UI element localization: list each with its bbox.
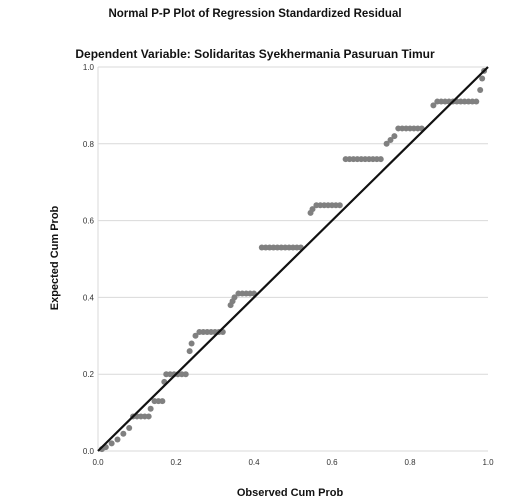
data-point [182,371,189,378]
data-point [147,405,154,412]
data-point [114,436,121,443]
data-point [145,413,152,420]
data-point [479,75,486,82]
data-point [188,340,195,347]
data-point [126,424,133,431]
data-point [120,430,127,437]
x-tick-label: 0.8 [404,458,416,467]
data-point [336,202,343,209]
x-tick-label: 0.2 [170,458,182,467]
y-tick-label: 0.8 [83,140,95,149]
y-tick-label: 0.4 [83,293,95,302]
x-tick-label: 0.6 [326,458,338,467]
data-point [159,398,166,405]
data-point [430,102,437,109]
data-point [192,332,199,339]
x-axis-label: Observed Cum Prob [237,487,344,499]
x-tick-label: 1.0 [482,458,494,467]
data-point [108,440,115,447]
grid-lines [97,66,488,452]
data-point [231,294,238,301]
x-axis-ticks: 0.0 0.2 0.4 0.6 0.8 1.0 [92,458,494,467]
data-point [186,348,193,355]
y-tick-label: 0.0 [83,447,95,456]
y-tick-label: 1.0 [83,63,95,72]
x-tick-label: 0.0 [92,458,104,467]
data-point [477,87,484,94]
data-point [309,206,316,213]
data-point [377,156,384,163]
y-tick-label: 0.6 [83,217,95,226]
data-point [473,98,480,105]
y-axis-label: Expected Cum Prob [49,205,61,310]
x-tick-label: 0.4 [248,458,260,467]
chart-subtitle: Dependent Variable: Solidaritas Syekherm… [75,47,435,61]
y-axis-ticks: 0.0 0.2 0.4 0.6 0.8 1.0 [83,63,95,456]
reference-line [97,66,489,452]
y-tick-label: 0.2 [83,370,95,379]
chart-title: Normal P-P Plot of Regression Standardiz… [108,8,402,20]
data-point [391,133,398,140]
data-point [387,136,394,143]
data-point [383,140,390,147]
